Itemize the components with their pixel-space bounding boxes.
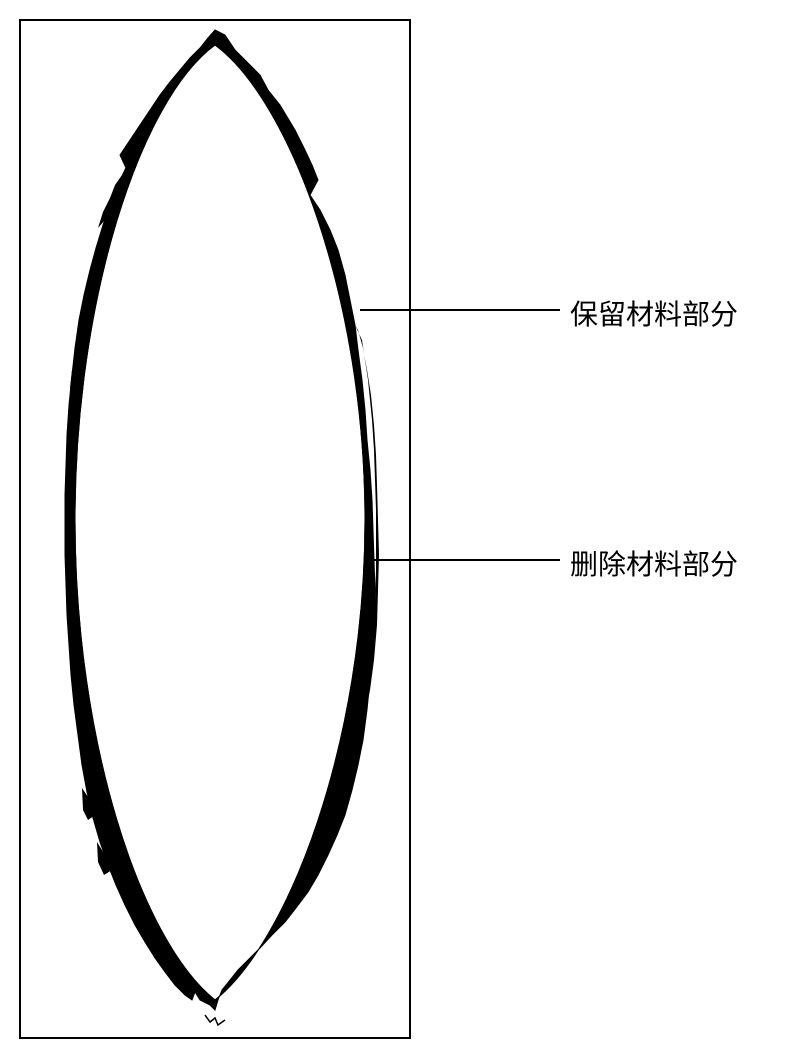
label-retained-material: 保留材料部分 [570,293,738,333]
deleted-material-region [65,30,375,1010]
outer-border-rect [20,20,410,1038]
label-deleted-material: 删除材料部分 [570,543,738,583]
bottom-notch-detail [205,1015,225,1025]
diagram-svg [0,0,804,1059]
diagram-container: 保留材料部分 删除材料部分 [0,0,804,1059]
